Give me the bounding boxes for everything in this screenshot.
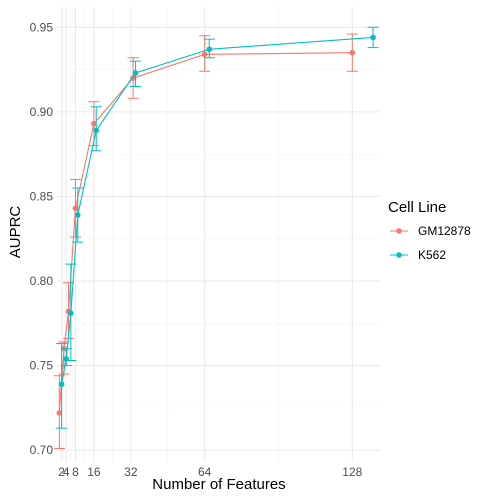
x-axis-ticks: 24 8 16 32 64 128: [58, 465, 362, 479]
x-tick-label: 128: [342, 465, 362, 479]
data-point: [91, 120, 97, 127]
x-tick-label: 4: [63, 465, 70, 479]
y-tick-label: 0.95: [30, 20, 54, 34]
data-point: [349, 49, 356, 56]
data-point: [74, 212, 81, 218]
x-tick-label: 2: [58, 465, 65, 479]
x-tick-label: 64: [198, 465, 212, 479]
minor-gridlines: [57, 7, 380, 462]
data-point: [93, 127, 100, 134]
y-tick-label: 0.80: [30, 274, 54, 288]
series-K562: [56, 26, 379, 429]
series-GM12878: [53, 33, 358, 449]
x-tick-label: 32: [124, 465, 138, 479]
x-axis-title: Number of Features: [152, 476, 285, 493]
legend-items: GM12878 K562: [390, 224, 471, 262]
legend-label: GM12878: [418, 224, 471, 238]
y-tick-label: 0.70: [30, 443, 54, 457]
data-point: [72, 205, 79, 212]
legend-item-K562: K562: [390, 248, 446, 262]
data-point: [68, 310, 74, 316]
data-point: [63, 356, 70, 362]
series-line: [61, 36, 374, 385]
y-tick-label: 0.75: [30, 359, 54, 373]
x-tick-label: 8: [72, 465, 79, 479]
legend-key-point: [396, 252, 402, 258]
y-tick-label: 0.85: [30, 189, 54, 203]
data-point: [201, 51, 208, 58]
y-axis-ticks: 0.70 0.75 0.80 0.85 0.90 0.95: [30, 20, 54, 457]
legend-title: Cell Line: [388, 199, 446, 216]
y-axis-title: AUPRC: [7, 206, 24, 259]
data-point: [370, 34, 376, 41]
legend-label: K562: [418, 248, 446, 262]
data-point: [206, 46, 213, 53]
data-point: [130, 75, 136, 81]
data-point: [132, 70, 139, 76]
legend-key-point: [396, 228, 402, 234]
series-layer: [53, 26, 379, 449]
data-point: [58, 381, 65, 387]
legend: Cell Line GM12878 K562: [388, 199, 471, 262]
series-line: [58, 52, 353, 413]
legend-item-GM12878: GM12878: [390, 224, 471, 238]
y-tick-label: 0.90: [30, 105, 54, 119]
data-point: [56, 410, 63, 416]
x-tick-label: 16: [87, 465, 101, 479]
major-gridlines: [57, 7, 380, 462]
